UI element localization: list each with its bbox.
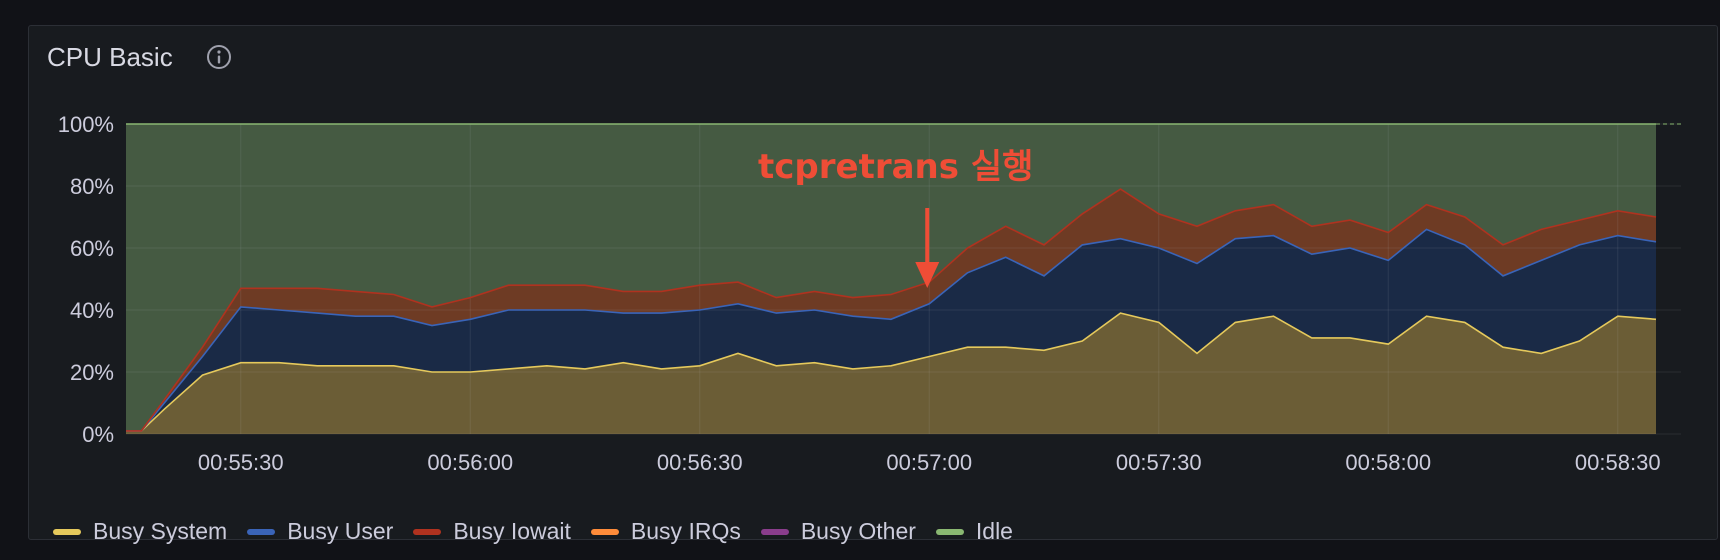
- stacked-areas: [126, 124, 1656, 434]
- x-tick-label: 00:56:00: [427, 450, 513, 475]
- panel-title: CPU Basic: [47, 41, 173, 72]
- legend-swatch: [247, 528, 276, 535]
- legend-label: Busy Iowait: [453, 518, 571, 544]
- x-tick-label: 00:58:30: [1575, 450, 1661, 475]
- y-tick-label: 0%: [82, 422, 114, 447]
- legend-item-busy-iowait[interactable]: Busy Iowait: [413, 518, 571, 545]
- legend-swatch: [53, 528, 81, 535]
- y-tick-label: 20%: [70, 360, 114, 385]
- legend-label: Busy System: [93, 518, 228, 544]
- axes: 0% 20% 40% 60% 80% 100% 00:55:30 00:56:00 00:56:…: [58, 112, 1661, 475]
- annotation-text: tcpretrans 실행: [758, 147, 1033, 187]
- x-tick-label: 00:57:00: [886, 450, 972, 475]
- line-busy-user: [126, 228, 1657, 432]
- legend-item-busy-irqs[interactable]: Busy IRQs: [590, 518, 741, 545]
- legend-swatch: [590, 528, 619, 535]
- line-busy-iowait: [126, 188, 1657, 432]
- info-icon[interactable]: [205, 43, 233, 71]
- annotation-arrow-head: [915, 262, 940, 288]
- cpu-chart: 0% 20% 40% 60% 80% 100% 00:55:30 00:56:00 00:56:…: [58, 112, 1682, 475]
- area-idle: [126, 124, 1656, 431]
- panel-header: CPU Basic: [47, 40, 233, 74]
- legend-item-busy-other[interactable]: Busy Other: [760, 518, 916, 545]
- legend-label: Busy IRQs: [630, 518, 741, 544]
- series-lines: [126, 123, 1657, 432]
- legend-label: Busy Other: [800, 518, 916, 544]
- x-tick-label: 00:58:00: [1345, 450, 1431, 475]
- legend-item-busy-system[interactable]: Busy System: [53, 518, 227, 545]
- x-tick-label: 00:56:30: [657, 450, 743, 475]
- legend-swatch: [413, 528, 442, 535]
- line-busy-system: [126, 312, 1657, 432]
- legend-swatch: [935, 528, 964, 535]
- y-tick-label: 40%: [70, 298, 114, 323]
- x-tick-label: 00:57:30: [1116, 450, 1202, 475]
- y-tick-label: 100%: [58, 112, 114, 137]
- legend-item-busy-user[interactable]: Busy User: [247, 518, 393, 545]
- legend-label: Busy User: [287, 518, 394, 544]
- y-tick-label: 80%: [70, 174, 114, 199]
- x-tick-label: 00:55:30: [198, 450, 284, 475]
- area-busy-iowait: [126, 189, 1656, 431]
- annotation: tcpretrans 실행: [758, 147, 1033, 288]
- y-tick-label: 60%: [70, 236, 114, 261]
- area-busy-system: [126, 313, 1656, 434]
- legend-swatch: [760, 528, 789, 535]
- legend-label: Idle: [975, 518, 1013, 544]
- area-busy-user: [126, 229, 1656, 431]
- chart-legend: Busy System Busy User Busy Iowait Busy IRQs…: [53, 518, 1033, 545]
- legend-item-idle[interactable]: Idle: [935, 518, 1013, 545]
